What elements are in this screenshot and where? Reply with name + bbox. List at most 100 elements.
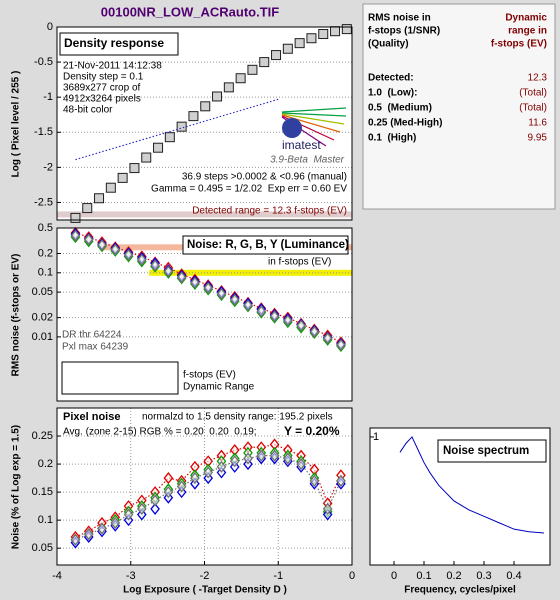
x-tick-label: -4 (52, 570, 62, 582)
marker (188, 111, 199, 122)
marker (136, 502, 147, 515)
y-axis-label: Log ( Pixel level / 255 ) (11, 71, 22, 178)
title-box (59, 32, 179, 56)
x-tick-label: -3 (126, 570, 136, 582)
marker (306, 33, 317, 44)
plots: 0-0.5-1-1.5-2-2.50.50.20.10.050.020.01M-… (32, 21, 551, 582)
marker (105, 182, 116, 193)
marker (141, 152, 152, 163)
marker (296, 458, 306, 471)
annotation: Dynamic Range (183, 382, 255, 393)
annotation: f-stops (EV) (183, 370, 236, 381)
marker (269, 310, 280, 323)
x-tick-label: 0 (391, 570, 397, 582)
marker (309, 325, 320, 338)
x-axis-label: Frequency, cycles/pixel (404, 585, 516, 596)
x-tick-label: 0.4 (506, 570, 521, 582)
annotation: Density step = 0.1 (63, 72, 144, 83)
chart-title: Pixel noise (63, 411, 120, 423)
marker (129, 163, 140, 174)
marker (318, 29, 329, 40)
marker (164, 132, 175, 143)
annotation: Avg. (zone 2-15) RGB % = 0.20 0.20 0.19; (63, 427, 257, 438)
marker (203, 466, 214, 479)
y-tick-label: 0.1 (38, 267, 53, 279)
table-cell: 9.95 (528, 133, 548, 144)
y-tick-label: 0.15 (32, 486, 53, 498)
y-tick-label: -0.5 (34, 56, 53, 68)
plot-frame (56, 26, 353, 221)
marker (117, 172, 128, 183)
annotation: in f-stops (EV) (268, 257, 331, 268)
marker (163, 472, 174, 485)
y-tick-label: -1 (43, 91, 53, 103)
series-line (75, 98, 279, 161)
marker (200, 101, 211, 112)
marker (123, 248, 134, 261)
marker (70, 533, 81, 546)
marker (256, 449, 267, 462)
x-tick-label: -1 (273, 570, 283, 582)
series-line (75, 232, 342, 343)
marker (82, 203, 93, 214)
annotation: Y = 0.20% (284, 424, 340, 438)
marker (163, 486, 174, 499)
marker (283, 314, 293, 327)
table-cell: 1.0 (Low): (368, 88, 417, 99)
table-cell: (Total) (519, 88, 547, 99)
annotation: 3689x277 crop of (63, 83, 141, 94)
chart-title: Noise spectrum (443, 445, 529, 457)
marker (83, 528, 94, 541)
marker (212, 91, 223, 102)
title-box (182, 235, 349, 255)
marker (216, 287, 227, 300)
marker (259, 57, 270, 68)
logo-sphere (282, 118, 302, 138)
table-cell: Detected: (368, 73, 414, 84)
y-tick-label: 0.05 (32, 542, 53, 554)
series-line (75, 455, 342, 541)
y-tick-label: -2 (43, 161, 53, 173)
chart-title: Density response (64, 36, 164, 50)
plot-frame (56, 227, 353, 402)
marker (97, 522, 107, 535)
marker (229, 455, 240, 468)
marker (190, 276, 200, 289)
legend-box (61, 361, 179, 395)
table-header: f-stops (1/SNR) (368, 26, 440, 37)
annotation: 48-bit color (63, 105, 113, 116)
chart-title: Noise: R, G, B, Y (Luminance) (187, 239, 349, 251)
marker (110, 516, 121, 529)
marker (271, 50, 282, 61)
marker (203, 281, 214, 295)
annotation: DR thr 64224 (62, 330, 122, 341)
marker (243, 452, 253, 465)
table-header: RMS noise in (368, 13, 431, 24)
marker (322, 502, 333, 515)
y-axis-label: RMS noise (f-stops or EV) (11, 254, 22, 377)
table-header: Dynamic (505, 13, 547, 24)
marker (330, 26, 341, 37)
marker (229, 293, 240, 306)
table-header: f-stops (EV) (491, 39, 547, 50)
marker (150, 494, 160, 507)
x-tick-label: -2 (200, 570, 210, 582)
marker (94, 193, 105, 204)
marker (216, 460, 227, 473)
marker (176, 271, 187, 284)
marker (70, 229, 81, 242)
x-tick-label: 0.2 (446, 570, 461, 582)
file-title: 00100NR_LOW_ACRauto.TIF (101, 4, 279, 19)
annotation: Gamma = 0.495 = 1/2.02 Exp err = 0.60 EV (151, 184, 347, 195)
x-tick-label: 0.1 (416, 570, 431, 582)
title-box (437, 439, 547, 463)
marker (163, 265, 174, 278)
table-cell: 0.25 (Med-High) (368, 118, 442, 129)
marker (176, 121, 187, 132)
marker (176, 480, 187, 493)
x-tick-label: 0.3 (476, 570, 491, 582)
marker (243, 299, 253, 312)
quality-table: RMS noise in f-stops (1/SNR) (Quality) Dyna… (368, 13, 547, 144)
table-header: range in (508, 26, 547, 37)
